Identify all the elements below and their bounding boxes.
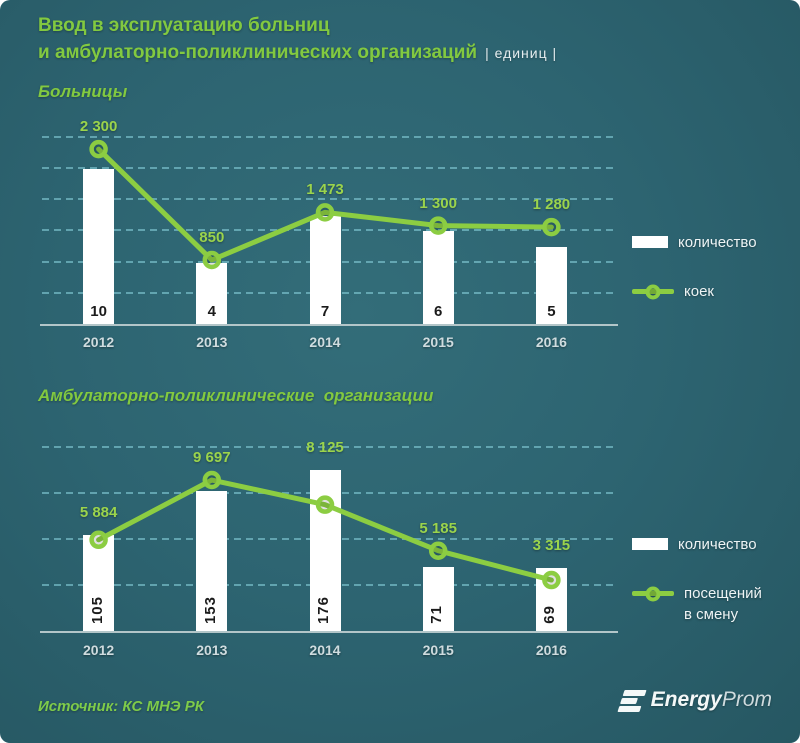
legend-item: количество xyxy=(632,534,762,555)
line-marker xyxy=(89,139,108,159)
chart-polyclinics-plot: 105 153 176 71 69 5 884 9 697 8 125 5 185 3 315 xyxy=(40,432,618,633)
bar-value-label: 10 xyxy=(90,303,107,320)
line-value-label: 1 280 xyxy=(532,196,571,214)
line-marker xyxy=(542,570,561,590)
line-value-label: 2 300 xyxy=(79,118,118,136)
bar-2013 xyxy=(196,491,228,632)
line-value-label: 3 315 xyxy=(532,537,571,555)
line-value-label: 5 884 xyxy=(79,504,118,522)
title-line-1: Ввод в эксплуатацию больниц xyxy=(38,15,330,36)
units-label: | единиц | xyxy=(485,45,558,61)
line-marker xyxy=(542,217,561,237)
line-series xyxy=(89,139,561,270)
bar-value-label: 6 xyxy=(434,303,443,320)
x-tick-label: 2013 xyxy=(196,642,228,658)
title-line-2-text: и амбулаторно-поликлинических организаци… xyxy=(38,42,478,63)
logo-text-bold: Energy xyxy=(650,688,722,711)
title-line-2: и амбулаторно-поликлинических организаци… xyxy=(38,39,557,67)
line-marker xyxy=(315,495,335,514)
gridline xyxy=(42,198,618,201)
x-axis-line xyxy=(40,324,618,326)
x-tick-label: 2015 xyxy=(422,642,454,658)
line-value-label: 8 125 xyxy=(306,438,344,456)
x-tick-label: 2014 xyxy=(309,334,341,350)
legend-label: количество xyxy=(678,234,757,251)
chart-hospitals-x-axis: 2012 2013 2014 2015 2016 xyxy=(42,334,608,350)
bar-value-label: 4 xyxy=(207,303,216,320)
bar-2013 xyxy=(196,262,228,325)
line-swatch-icon xyxy=(632,284,674,299)
gridline xyxy=(42,167,618,169)
logo-text-light: Prom xyxy=(721,688,772,711)
chart-hospitals-section: Больницы 10 4 7 6 5 2 300 850 1 473 1 300 1 280 2… xyxy=(0,80,800,370)
main-title: Ввод в эксплуатацию больниц и амбулаторн… xyxy=(38,12,557,67)
energyprom-stripes-icon xyxy=(617,690,647,712)
bar-2015 xyxy=(422,566,454,632)
line-value-label: 1 300 xyxy=(419,194,457,212)
legend-label: коек xyxy=(684,283,714,300)
legend-item: коек xyxy=(632,281,757,302)
bar-2014 xyxy=(309,215,341,325)
line-marker xyxy=(315,203,335,222)
x-axis-line xyxy=(40,631,618,633)
legend-label: количество xyxy=(678,536,757,553)
line-value-label: 1 473 xyxy=(306,181,344,199)
gridline xyxy=(42,445,618,448)
bar-value-label: 7 xyxy=(320,303,330,320)
legend-item: количество xyxy=(632,232,757,253)
bar-2015 xyxy=(422,231,454,325)
bar-2012 xyxy=(83,169,115,325)
line-value-label: 9 697 xyxy=(193,449,231,466)
marker-ring-icon xyxy=(645,586,661,601)
line-value-label: 5 185 xyxy=(419,519,457,537)
line-marker xyxy=(202,470,222,490)
line-series xyxy=(89,470,561,590)
line-marker xyxy=(202,250,222,270)
line-marker xyxy=(428,216,448,235)
x-tick-label: 2012 xyxy=(83,642,115,658)
x-tick-label: 2016 xyxy=(535,334,567,350)
chart-polyclinics-x-axis: 2012 2013 2014 2015 2016 xyxy=(42,642,608,658)
legend-label: посещений в смену xyxy=(684,585,762,623)
x-tick-label: 2016 xyxy=(535,642,567,658)
marker-ring-icon xyxy=(645,284,661,299)
line-marker xyxy=(89,530,108,550)
x-tick-label: 2012 xyxy=(83,334,115,350)
line-swatch-icon xyxy=(632,586,674,601)
line-value-label: 850 xyxy=(199,229,225,246)
bar-2012 xyxy=(83,535,115,632)
chart-hospitals-legend: количество коек xyxy=(632,232,757,302)
bar-value-label: 5 xyxy=(547,303,556,320)
source-note: Источник: КС МНЭ РК xyxy=(38,698,204,715)
bar-swatch-icon xyxy=(632,538,668,550)
line-marker xyxy=(428,541,448,560)
chart-polyclinics-legend: количество посещений в смену xyxy=(632,534,762,625)
bar-2016 xyxy=(535,247,567,325)
x-tick-label: 2015 xyxy=(422,334,454,350)
legend-item: посещений в смену xyxy=(632,583,762,625)
energyprom-logo: EnergyProm xyxy=(617,688,772,712)
gridline xyxy=(42,135,618,138)
energyprom-logo-text: EnergyProm xyxy=(651,688,772,712)
x-tick-label: 2013 xyxy=(196,334,228,350)
chart-polyclinics-section: Амбулаторно-поликлинические организации … xyxy=(0,382,800,678)
chart-hospitals-plot: 10 4 7 6 5 2 300 850 1 473 1 300 1 280 xyxy=(40,118,618,326)
chart-polyclinics-title: Амбулаторно-поликлинические организации xyxy=(38,386,434,405)
x-tick-label: 2014 xyxy=(309,642,341,658)
chart-hospitals-title: Больницы xyxy=(38,82,128,101)
bar-swatch-icon xyxy=(632,236,668,248)
